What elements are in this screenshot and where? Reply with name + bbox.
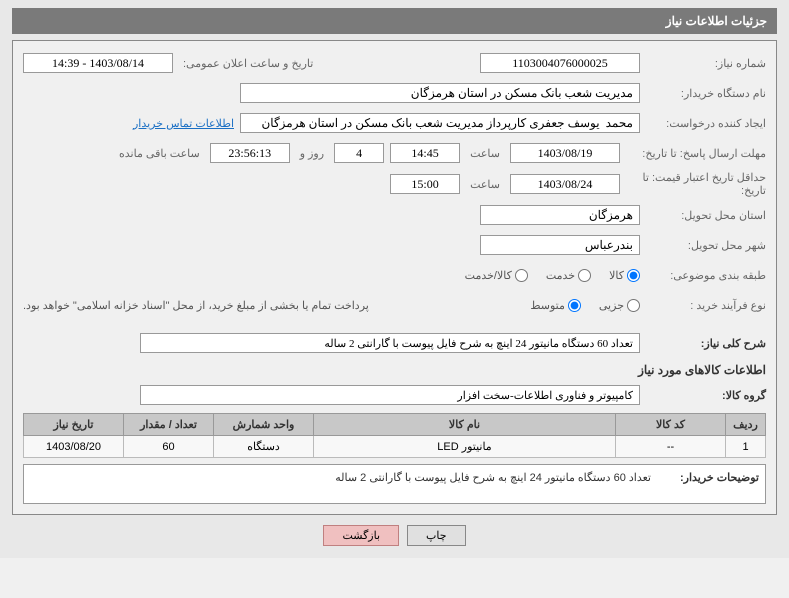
radio-goods[interactable]: کالا	[609, 269, 640, 282]
need-number-field[interactable]	[480, 53, 640, 73]
price-date-field[interactable]	[510, 174, 620, 194]
col-unit: واحد شمارش	[214, 414, 314, 436]
announce-label: تاریخ و ساعت اعلان عمومی:	[179, 57, 317, 70]
page-title-bar: جزئیات اطلاعات نیاز	[12, 8, 777, 34]
purchase-type-radios: جزیی متوسط	[530, 299, 640, 312]
goods-table: ردیف کد کالا نام کالا واحد شمارش تعداد /…	[23, 413, 766, 458]
purchase-type-label: نوع فرآیند خرید :	[646, 299, 766, 312]
col-code: کد کالا	[616, 414, 726, 436]
subject-class-label: طبقه بندی موضوعی:	[646, 269, 766, 282]
col-qty: تعداد / مقدار	[124, 414, 214, 436]
radio-medium-input[interactable]	[568, 299, 581, 312]
delivery-province-label: استان محل تحویل:	[646, 209, 766, 222]
radio-service-input[interactable]	[578, 269, 591, 282]
back-button[interactable]: بازگشت	[323, 525, 399, 546]
goods-section-title: اطلاعات کالاهای مورد نیاز	[23, 363, 766, 377]
buyer-contact-link[interactable]: اطلاعات تماس خریدار	[133, 117, 234, 130]
buyer-notes-content: تعداد 60 دستگاه مانیتور 24 اینچ به شرح ف…	[335, 471, 651, 497]
cell-date: 1403/08/20	[24, 436, 124, 458]
price-validity-label: حداقل تاریخ اعتبار قیمت: تا تاریخ:	[626, 171, 766, 197]
buyer-name-field[interactable]	[240, 83, 640, 103]
reply-time-field[interactable]	[390, 143, 460, 163]
reply-date-field[interactable]	[510, 143, 620, 163]
delivery-city-label: شهر محل تحویل:	[646, 239, 766, 252]
time-remaining-field	[210, 143, 290, 163]
buyer-notes-label: توضیحات خریدار:	[659, 471, 759, 497]
radio-service[interactable]: خدمت	[546, 269, 591, 282]
cell-name: مانیتور LED	[314, 436, 616, 458]
delivery-province-field[interactable]	[480, 205, 640, 225]
goods-group-field[interactable]	[140, 385, 640, 405]
radio-medium-label: متوسط	[530, 299, 565, 312]
radio-medium[interactable]: متوسط	[530, 299, 581, 312]
requester-label: ایجاد کننده درخواست:	[646, 117, 766, 130]
announce-datetime-field[interactable]	[23, 53, 173, 73]
radio-both-label: کالا/خدمت	[465, 269, 512, 282]
radio-both[interactable]: کالا/خدمت	[465, 269, 528, 282]
reply-time-label: ساعت	[466, 147, 504, 160]
radio-goods-label: کالا	[609, 269, 624, 282]
col-row: ردیف	[726, 414, 766, 436]
delivery-city-field[interactable]	[480, 235, 640, 255]
need-number-label: شماره نیاز:	[646, 57, 766, 70]
print-button[interactable]: چاپ	[407, 525, 466, 546]
table-header-row: ردیف کد کالا نام کالا واحد شمارش تعداد /…	[24, 414, 766, 436]
col-date: تاریخ نیاز	[24, 414, 124, 436]
cell-code: --	[616, 436, 726, 458]
radio-both-input[interactable]	[515, 269, 528, 282]
cell-qty: 60	[124, 436, 214, 458]
requester-name-field[interactable]	[240, 113, 640, 133]
form-container: شماره نیاز: تاریخ و ساعت اعلان عمومی: نا…	[12, 40, 777, 515]
table-row: 1 -- مانیتور LED دستگاه 60 1403/08/20	[24, 436, 766, 458]
cell-row: 1	[726, 436, 766, 458]
general-desc-field[interactable]	[140, 333, 640, 353]
subject-class-radios: کالا خدمت کالا/خدمت	[465, 269, 640, 282]
price-time-label: ساعت	[466, 178, 504, 191]
general-desc-label: شرح کلی نیاز:	[646, 337, 766, 350]
radio-partial-label: جزیی	[599, 299, 624, 312]
time-remaining-label: ساعت باقی مانده	[115, 147, 204, 160]
cell-unit: دستگاه	[214, 436, 314, 458]
reply-deadline-label: مهلت ارسال پاسخ: تا تاریخ:	[626, 147, 766, 160]
radio-partial-input[interactable]	[627, 299, 640, 312]
radio-goods-input[interactable]	[627, 269, 640, 282]
days-remaining-field	[334, 143, 384, 163]
days-label: روز و	[296, 147, 328, 160]
buyer-notes-box: توضیحات خریدار: تعداد 60 دستگاه مانیتور …	[23, 464, 766, 504]
radio-partial[interactable]: جزیی	[599, 299, 640, 312]
button-row: چاپ بازگشت	[12, 515, 777, 550]
price-time-field[interactable]	[390, 174, 460, 194]
goods-group-label: گروه کالا:	[646, 389, 766, 402]
radio-service-label: خدمت	[546, 269, 575, 282]
payment-note: پرداخت تمام یا بخشی از مبلغ خرید، از محل…	[23, 299, 369, 312]
buyer-label: نام دستگاه خریدار:	[646, 87, 766, 100]
col-name: نام کالا	[314, 414, 616, 436]
